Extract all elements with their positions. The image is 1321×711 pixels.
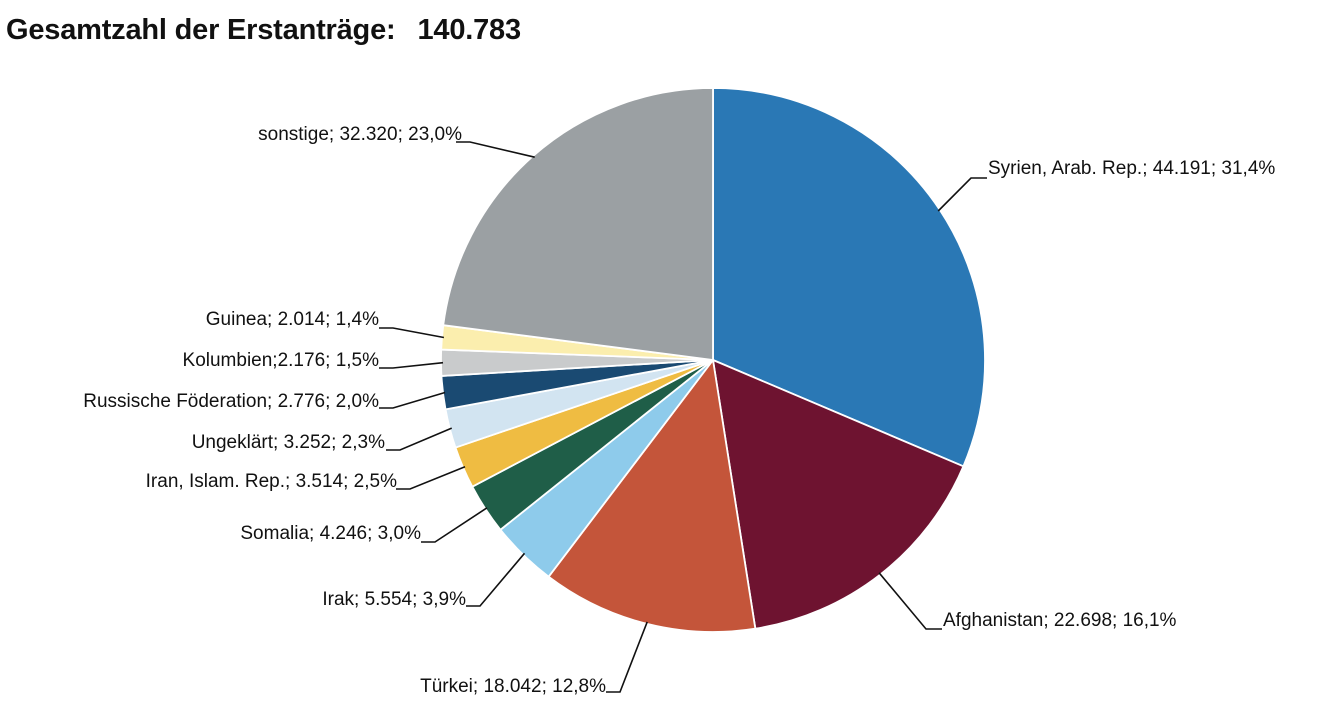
leader-line-kolumbien <box>379 361 444 369</box>
slice-label-afghanistan: Afghanistan; 22.698; 16,1% <box>943 610 1177 631</box>
leader-lines <box>379 141 987 693</box>
chart-title: Gesamtzahl der Erstanträge: 140.783 <box>6 14 521 47</box>
leader-line-guinea <box>379 327 445 339</box>
slice-label-tuerkei: Türkei; 18.042; 12,8% <box>420 676 606 697</box>
slice-label-ungeklaert: Ungeklärt; 3.252; 2,3% <box>192 432 385 453</box>
slice-labels: Syrien, Arab. Rep.; 44.191; 31,4% Afghani… <box>83 124 1275 697</box>
leader-line-tuerkei <box>606 621 648 693</box>
slice-label-somalia: Somalia; 4.246; 3,0% <box>240 523 421 544</box>
leader-line-somalia <box>421 507 488 543</box>
leader-line-ungeklaert <box>386 427 453 451</box>
leader-line-afghanistan <box>878 572 942 630</box>
leader-line-syrien-arab-rep <box>937 177 987 212</box>
pie-slices <box>440 87 986 633</box>
chart-title-label: Gesamtzahl der Erstanträge: <box>6 14 396 46</box>
pie-slice-sonstige <box>442 87 714 361</box>
slice-label-guinea: Guinea; 2.014; 1,4% <box>206 309 379 330</box>
leader-line-iran-islam-rep <box>396 465 466 490</box>
slice-label-irak: Irak; 5.554; 3,9% <box>322 589 466 610</box>
leader-line-sonstige <box>456 141 535 158</box>
slice-label-kolumbien: Kolumbien;2.176; 1,5% <box>183 350 380 371</box>
slice-label-syrien-arab-rep: Syrien, Arab. Rep.; 44.191; 31,4% <box>988 158 1275 179</box>
slice-label-iran-islam-rep: Iran, Islam. Rep.; 3.514; 2,5% <box>146 471 397 492</box>
slice-label-russische-foederation: Russische Föderation; 2.776; 2,0% <box>83 391 379 412</box>
chart-title-total: 140.783 <box>417 14 521 46</box>
leader-line-russische-foederation <box>379 391 446 409</box>
slice-label-sonstige: sonstige; 32.320; 23,0% <box>258 124 462 145</box>
leader-line-irak <box>466 552 526 607</box>
